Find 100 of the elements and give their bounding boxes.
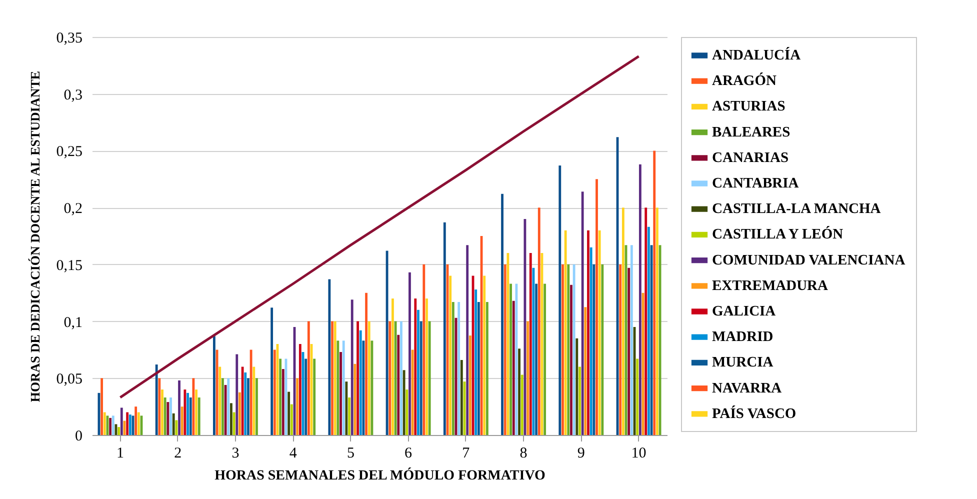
- bar: [592, 264, 596, 435]
- bar: [164, 397, 166, 435]
- bar: [186, 392, 189, 435]
- bar: [342, 340, 345, 435]
- bar: [354, 364, 356, 435]
- bar: [256, 378, 258, 435]
- bar: [570, 284, 572, 435]
- y-tick-label: 0,3: [64, 87, 82, 104]
- bar: [247, 378, 250, 435]
- bar: [538, 208, 540, 435]
- bar: [619, 264, 622, 435]
- bar: [590, 247, 592, 435]
- bar: [510, 284, 512, 435]
- bar: [394, 321, 397, 435]
- bar: [572, 264, 576, 435]
- bar: [279, 358, 282, 435]
- bar: [198, 397, 200, 435]
- x-tick-label: 4: [289, 446, 298, 462]
- bar: [515, 284, 518, 435]
- bar: [241, 366, 244, 435]
- bar: [408, 272, 411, 435]
- bar: [477, 302, 480, 435]
- bar: [501, 194, 504, 435]
- bar: [180, 406, 184, 435]
- line-series: [118, 55, 640, 399]
- legend-label: MURCIA: [712, 354, 774, 371]
- bar: [392, 298, 394, 435]
- bar: [486, 302, 488, 435]
- legend-label: ANDALUCÍA: [712, 46, 802, 64]
- bar: [636, 358, 639, 435]
- y-tick-label: 0,35: [56, 30, 82, 46]
- bar: [307, 321, 310, 435]
- legend-label: COMUNIDAD VALENCIANA: [712, 252, 906, 268]
- bar: [587, 230, 590, 435]
- bar: [120, 408, 123, 435]
- bar: [236, 354, 238, 435]
- bar: [158, 378, 161, 435]
- bar: [506, 253, 510, 435]
- bar: [411, 350, 414, 435]
- bar: [288, 392, 290, 435]
- y-tick-label: 0,05: [56, 372, 82, 388]
- bar: [578, 366, 581, 435]
- legend-label: ARAGÓN: [712, 72, 777, 90]
- bar: [628, 268, 630, 435]
- bar: [428, 321, 431, 435]
- x-tick-label: 7: [462, 446, 470, 462]
- legend-label: GALICIA: [712, 304, 776, 320]
- x-tick-label: 10: [631, 446, 646, 462]
- bar: [313, 358, 316, 435]
- legend-label: CANTABRIA: [712, 176, 800, 192]
- bar: [227, 378, 230, 435]
- bar: [118, 427, 120, 435]
- x-tick-label: 1: [116, 446, 124, 462]
- bar: [170, 397, 172, 435]
- legend-label: MADRID: [712, 329, 774, 346]
- bar: [518, 348, 520, 435]
- bar: [273, 350, 276, 435]
- legend-label: EXTREMADURA: [712, 278, 829, 294]
- bar: [452, 302, 454, 435]
- bar: [512, 300, 515, 435]
- legend-label: PAÍS VASCO: [712, 404, 796, 422]
- bar: [109, 418, 112, 435]
- x-tick-label: 9: [577, 446, 585, 462]
- bar: [336, 340, 340, 435]
- bar: [270, 308, 274, 435]
- bar: [298, 344, 302, 435]
- bar: [656, 208, 658, 435]
- bar: [331, 321, 334, 435]
- y-tick-label: 0,15: [56, 258, 82, 274]
- bar: [388, 321, 392, 435]
- bar: [596, 179, 598, 435]
- bar: [520, 374, 524, 435]
- bar: [558, 165, 562, 435]
- bar: [328, 279, 331, 435]
- bar: [166, 402, 170, 435]
- legend-label: NAVARRA: [712, 380, 782, 396]
- legend-label: ASTURIAS: [712, 98, 786, 115]
- bar: [161, 390, 164, 435]
- x-tick-label: 6: [404, 446, 413, 462]
- bar: [340, 352, 342, 435]
- bar: [362, 340, 365, 435]
- bar: [544, 284, 546, 435]
- bar: [653, 150, 656, 435]
- bar: [296, 378, 299, 435]
- bar: [581, 192, 584, 435]
- bar: [348, 397, 350, 435]
- bar: [365, 292, 368, 435]
- bar: [282, 369, 284, 435]
- bar: [449, 276, 452, 435]
- bar: [474, 289, 478, 435]
- bar: [103, 412, 106, 435]
- bar: [529, 253, 532, 435]
- bar: [535, 284, 538, 435]
- x-tick-label: 5: [346, 446, 354, 462]
- bar: [212, 336, 216, 435]
- bar: [443, 222, 446, 435]
- bar: [134, 406, 138, 435]
- bar: [368, 321, 370, 435]
- bar: [504, 264, 506, 435]
- x-axis-title: HORAS SEMANALES DEL MÓDULO FORMATIVO: [214, 466, 546, 484]
